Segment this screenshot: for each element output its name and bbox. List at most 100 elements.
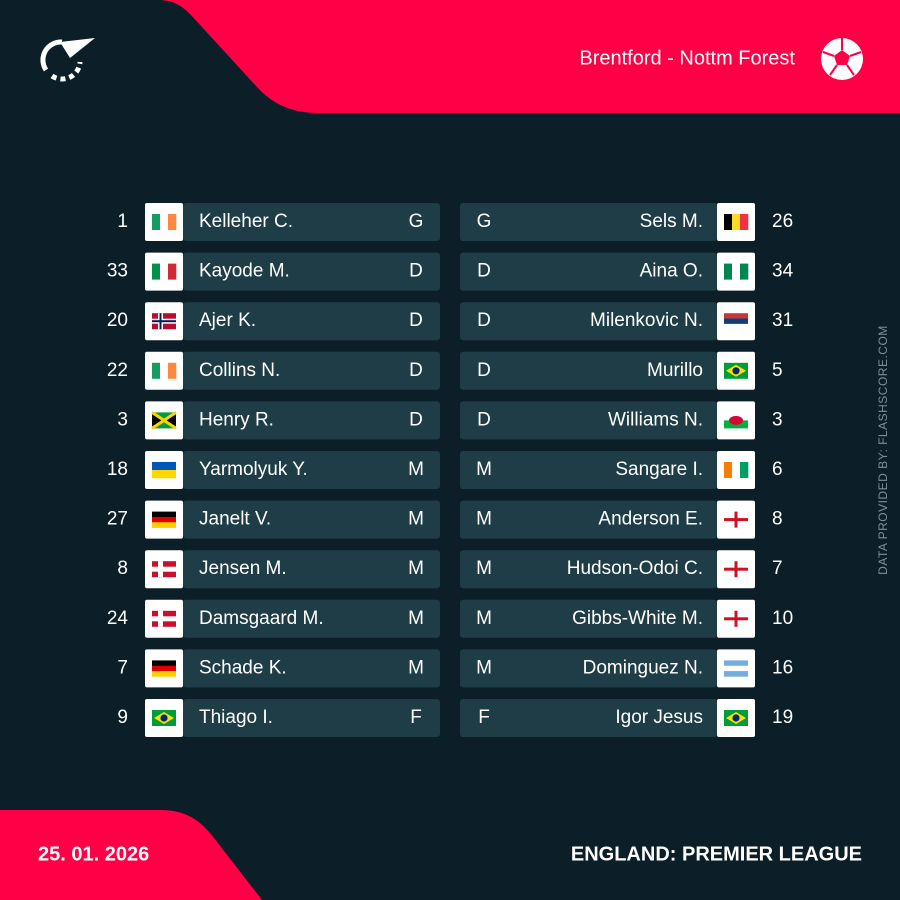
player-number: 34 <box>772 261 794 282</box>
row-pill <box>460 699 717 737</box>
player-row: 5 Murillo D <box>460 351 783 390</box>
flag <box>152 561 176 578</box>
row-pill <box>460 451 717 489</box>
player-name: Aina O. <box>640 261 703 282</box>
flag <box>152 214 177 230</box>
player-row: 1 Kelleher C. G <box>117 203 440 241</box>
player-position: M <box>408 459 424 480</box>
flag <box>724 511 748 528</box>
player-row: 18 Yarmolyuk Y. M <box>107 451 440 489</box>
player-row: 7 Schade K. M <box>117 649 440 688</box>
flag-part <box>152 263 161 280</box>
logo <box>40 38 95 82</box>
row-pill <box>183 351 440 390</box>
player-number: 8 <box>772 509 783 530</box>
player-number: 1 <box>117 211 128 232</box>
player-position: M <box>476 558 492 579</box>
player-position: M <box>408 608 424 629</box>
player-name: Henry R. <box>199 409 274 430</box>
row-pill <box>183 451 440 489</box>
player-number: 10 <box>772 608 793 629</box>
flag-part <box>724 318 748 325</box>
flag <box>152 511 176 528</box>
player-position: M <box>476 459 492 480</box>
flag-part <box>724 671 748 677</box>
flag-part <box>724 518 748 522</box>
player-row: 27 Janelt V. M <box>107 500 440 539</box>
player-position: D <box>477 261 491 282</box>
ball-icon <box>821 38 863 80</box>
flag-part <box>152 462 176 471</box>
flag-part <box>160 362 169 379</box>
player-name: Sangare I. <box>615 459 703 480</box>
player-position: D <box>409 360 423 381</box>
flag <box>152 313 176 330</box>
row-pill <box>183 599 440 638</box>
flag-part <box>152 616 176 622</box>
flag-part <box>732 263 741 280</box>
match-title: Brentford - Nottm Forest <box>579 47 795 69</box>
player-number: 5 <box>772 360 783 381</box>
flag <box>724 313 748 330</box>
flag <box>724 660 748 677</box>
flag <box>152 362 177 379</box>
player-name: Murillo <box>647 360 703 381</box>
player-name: Dominguez N. <box>583 657 703 678</box>
player-name: Thiago I. <box>199 707 273 728</box>
flag-part <box>740 462 749 478</box>
player-row: 24 Damsgaard M. M <box>107 599 440 638</box>
flag-part <box>168 362 177 379</box>
player-row: 3 Henry R. D <box>117 401 440 440</box>
flag-part <box>724 567 748 571</box>
player-row: 19 Igor Jesus F <box>460 699 793 737</box>
flag-part <box>152 214 161 230</box>
player-position: D <box>477 310 491 331</box>
flag <box>152 610 176 627</box>
row-pill <box>183 699 440 737</box>
flag <box>152 462 176 479</box>
row-pill <box>183 302 440 341</box>
flag <box>724 610 748 627</box>
flag-part <box>724 617 748 621</box>
row-pill <box>183 203 440 241</box>
player-row: 9 Thiago I. F <box>117 699 440 737</box>
player-number: 22 <box>107 360 128 381</box>
player-position: M <box>408 657 424 678</box>
flag-part <box>152 671 176 677</box>
player-number: 6 <box>772 459 783 480</box>
player-row: 7 Hudson-Odoi C. M <box>460 550 783 589</box>
player-name: Schade K. <box>199 657 287 678</box>
flag <box>724 412 748 429</box>
row-pill <box>460 351 717 390</box>
row-pill <box>183 401 440 440</box>
flag-part <box>152 414 162 427</box>
flag-part <box>168 214 177 230</box>
flag-part <box>724 323 748 330</box>
player-number: 7 <box>117 657 128 678</box>
player-row: 3 Williams N. D <box>460 401 783 440</box>
row-pill <box>460 500 717 539</box>
player-position: M <box>476 608 492 629</box>
player-name: Sels M. <box>640 211 703 232</box>
flag-part <box>152 665 176 672</box>
flag <box>152 660 176 677</box>
footer-band <box>0 810 262 900</box>
player-name: Janelt V. <box>199 509 271 530</box>
player-row: 20 Ajer K. D <box>107 302 440 341</box>
player-position: G <box>409 211 424 232</box>
player-number: 7 <box>772 558 783 579</box>
player-number: 9 <box>117 707 128 728</box>
player-position: D <box>477 360 491 381</box>
row-pill <box>460 550 717 589</box>
player-name: Hudson-Odoi C. <box>567 558 703 579</box>
player-position: F <box>478 707 490 728</box>
row-pill <box>460 401 717 440</box>
flag <box>724 462 749 478</box>
player-row: 34 Aina O. D <box>460 252 794 291</box>
player-name: Collins N. <box>199 360 280 381</box>
row-pill <box>460 203 717 241</box>
player-position: D <box>477 409 491 430</box>
player-position: M <box>476 509 492 530</box>
player-number: 8 <box>117 558 128 579</box>
